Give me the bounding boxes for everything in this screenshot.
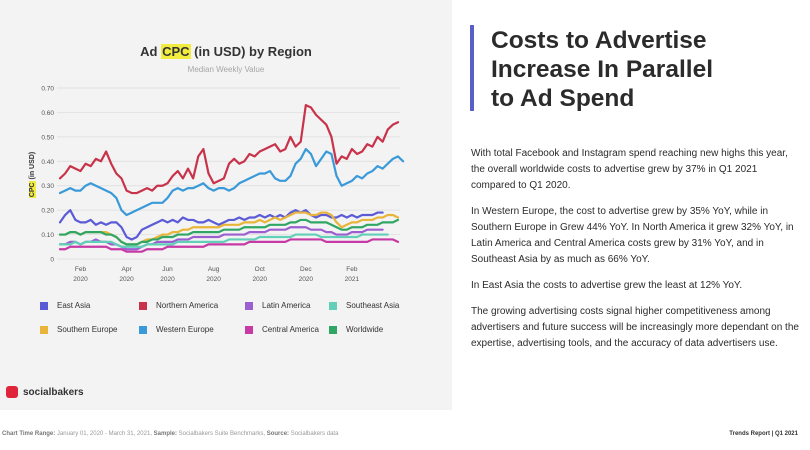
x-tick-label: Dec	[300, 266, 312, 273]
y-tick-label: 0.20	[41, 208, 54, 215]
footer-report-label: Trends Report | Q1 2021	[729, 431, 798, 437]
x-tick-label: 2020	[160, 276, 175, 283]
legend-item-northern-america: Northern America	[139, 301, 218, 310]
footer-source-note: Chart Time Range: January 01, 2020 - Mar…	[2, 431, 339, 437]
legend-item-central-america: Central America	[245, 325, 319, 334]
legend-label: Latin America	[262, 301, 311, 310]
legend-label: Western Europe	[156, 325, 214, 334]
x-tick-label: Jun	[162, 266, 173, 273]
page-headline: Costs to Advertise Increase In Parallel …	[491, 27, 713, 112]
legend-label: Southeast Asia	[346, 301, 400, 310]
series-line-western-europe	[58, 147, 405, 217]
legend-swatch	[245, 301, 253, 310]
y-tick-label: 0.60	[41, 110, 54, 117]
series-line-east-asia	[58, 209, 384, 241]
x-tick-label: 2020	[73, 276, 88, 283]
socialbakers-logo-icon	[6, 386, 18, 398]
body-paragraph: In East Asia the costs to advertise grew…	[471, 280, 743, 291]
x-tick-label: 2020	[206, 276, 221, 283]
chart-title: Ad CPC (in USD) by Region	[140, 44, 312, 59]
brand-name: socialbakers	[23, 386, 84, 398]
series-line-latin-america	[58, 226, 384, 251]
chart-title-highlight: CPC	[161, 44, 191, 59]
legend-swatch	[139, 301, 147, 310]
legend-swatch	[329, 325, 337, 334]
legend-label: East Asia	[57, 301, 91, 310]
legend-item-western-europe: Western Europe	[139, 325, 214, 334]
legend-swatch	[139, 325, 147, 334]
brand-logo: socialbakers	[6, 386, 84, 398]
y-tick-label: 0.50	[41, 134, 54, 141]
y-tick-label: 0.70	[41, 86, 54, 93]
body-paragraph: In Western Europe, the cost to advertise…	[471, 206, 794, 265]
legend-label: Northern America	[156, 301, 219, 310]
legend-swatch	[245, 325, 253, 334]
x-tick-label: Feb	[346, 266, 358, 273]
series-line-southeast-asia	[58, 233, 389, 248]
legend-label: Southern Europe	[57, 325, 118, 334]
y-tick-label: 0.10	[41, 232, 54, 239]
legend-label: Worldwide	[346, 325, 384, 334]
series-line-northern-america	[58, 103, 400, 195]
x-tick-label: 2021	[345, 276, 360, 283]
body-paragraph: The growing advertising costs signal hig…	[471, 306, 799, 349]
y-tick-label: 0.40	[41, 159, 54, 166]
headline-accent-bar	[470, 25, 474, 111]
chart-panel: 0.70 0.60 0.50 0.40 0.30 0.20 0.10 0 Feb 2020 Apr 2…	[0, 0, 452, 410]
body-paragraph: With total Facebook and Instagram spend …	[471, 148, 788, 191]
x-tick-label: Oct	[255, 266, 265, 273]
y-tick-label: 0	[50, 257, 54, 264]
x-tick-label: Feb	[75, 266, 87, 273]
legend-swatch	[40, 325, 48, 334]
legend-item-worldwide: Worldwide	[329, 325, 383, 334]
x-tick-label: Aug	[208, 266, 220, 273]
x-tick-label: 2020	[299, 276, 314, 283]
x-tick-label: Apr	[122, 266, 133, 273]
legend-item-southern-europe: Southern Europe	[40, 325, 118, 334]
legend-item-latin-america: Latin America	[245, 301, 310, 310]
chart-subtitle: Median Weekly Value	[187, 65, 265, 74]
legend-swatch	[40, 301, 48, 310]
y-axis-label: CPC (in USD)	[29, 151, 36, 199]
x-tick-label: 2020	[252, 276, 267, 283]
legend-label: Central America	[262, 325, 319, 334]
legend-swatch	[329, 301, 337, 310]
legend-item-east-asia: East Asia	[40, 301, 90, 310]
series-line-central-america	[58, 238, 400, 253]
x-tick-label: 2020	[119, 276, 134, 283]
series-line-worldwide	[58, 218, 400, 246]
y-tick-label: 0.30	[41, 183, 54, 190]
legend-item-southeast-asia: Southeast Asia	[329, 301, 399, 310]
body-text: With total Facebook and Instagram spend …	[471, 146, 803, 362]
chart-canvas: 0.70 0.60 0.50 0.40 0.30 0.20 0.10 0 Feb 2020 Apr 2…	[41, 86, 405, 283]
